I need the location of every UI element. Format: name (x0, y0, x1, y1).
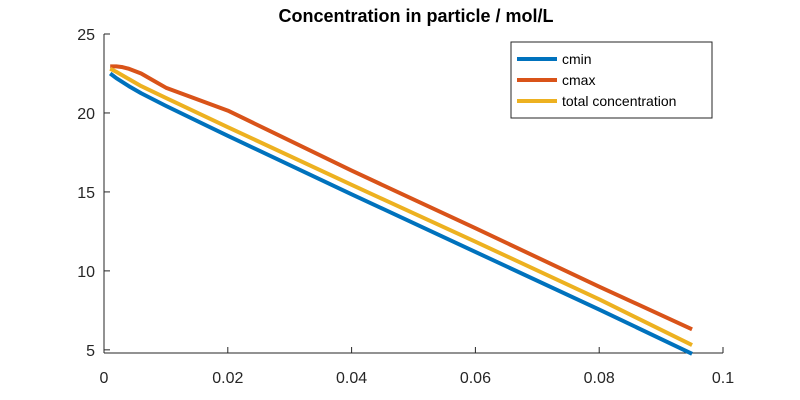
legend-label-total-concentration: total concentration (562, 93, 676, 109)
y-tick-label: 15 (77, 185, 95, 202)
legend-box (510, 41, 713, 119)
series-layer (108, 64, 693, 356)
y-tick-label: 10 (77, 264, 95, 281)
x-tick-label: 0.06 (460, 370, 491, 387)
legend: cmin cmax total concentration (510, 41, 713, 119)
x-tick-label: 0.1 (712, 370, 734, 387)
x-tick-label: 0 (100, 370, 109, 387)
y-tick-label: 5 (86, 343, 95, 360)
series-line-cmin (108, 71, 693, 356)
chart-title: Concentration in particle / mol/L (278, 6, 553, 26)
y-tick-label: 20 (77, 106, 95, 123)
series-line-total-concentration (109, 66, 693, 347)
y-tick-label: 25 (77, 27, 95, 44)
legend-label-cmin: cmin (562, 51, 592, 67)
x-tick-label: 0.02 (212, 370, 243, 387)
series-line-cmax (110, 64, 693, 332)
x-tick-label: 0.08 (584, 370, 615, 387)
x-tick-label: 0.04 (336, 370, 367, 387)
legend-label-cmax: cmax (562, 72, 595, 88)
